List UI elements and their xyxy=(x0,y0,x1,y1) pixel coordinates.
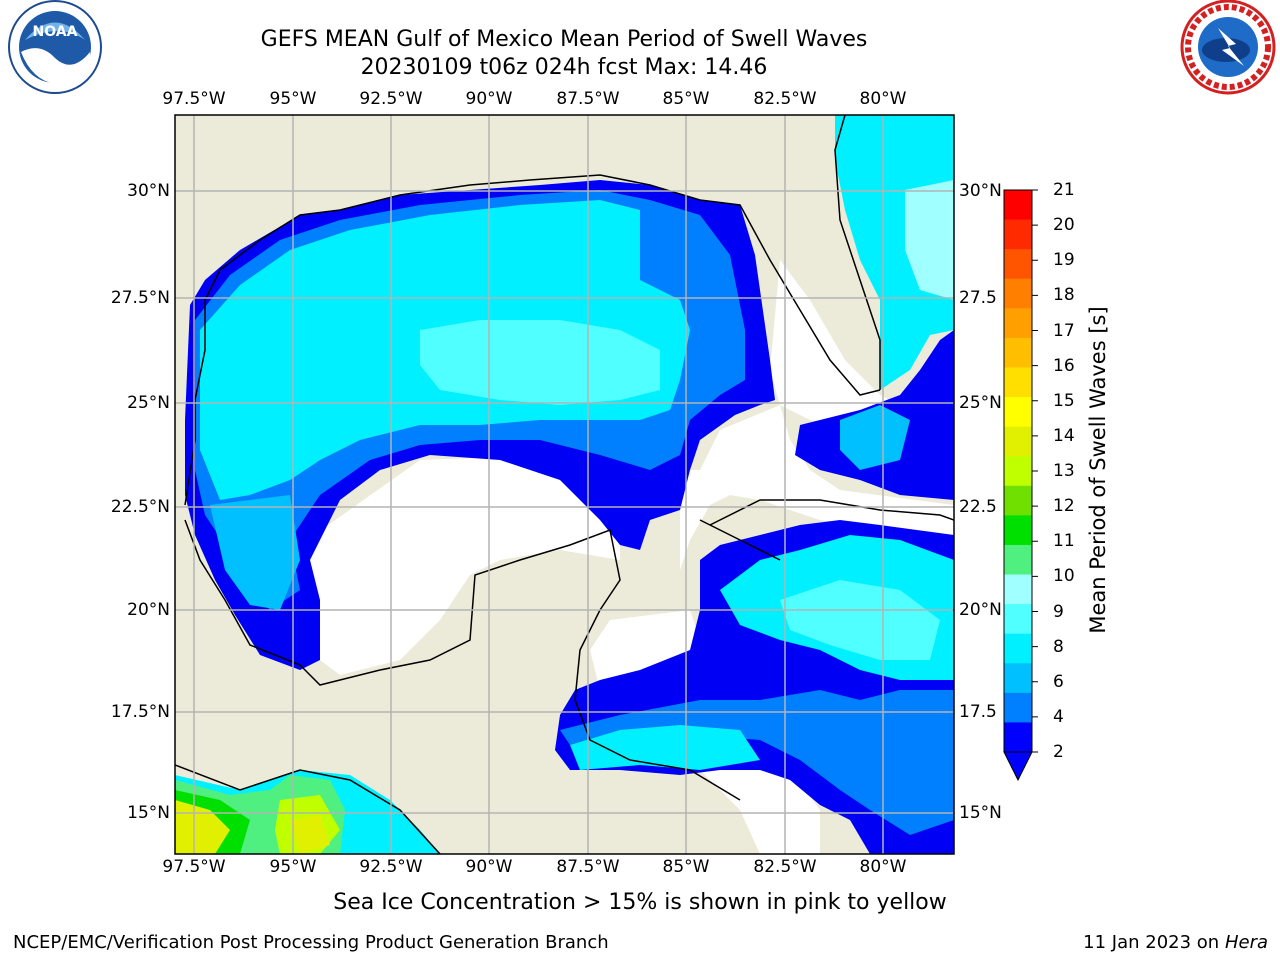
colorbar-band xyxy=(1004,456,1032,487)
colorbar-band xyxy=(1004,633,1032,664)
colorbar-label: Mean Period of Swell Waves [s] xyxy=(1086,306,1110,634)
map-border xyxy=(174,114,955,855)
colorbar-tick-label: 21 xyxy=(1053,180,1075,200)
lat-label-right: 22.5 xyxy=(959,497,997,517)
lon-label-bottom: 97.5°W xyxy=(162,857,226,877)
colorbar-tick-label: 2 xyxy=(1053,742,1064,762)
colorbar-band xyxy=(1004,219,1032,250)
colorbar-band xyxy=(1004,544,1032,576)
lon-label-top: 80°W xyxy=(859,89,907,109)
footer-host: Hera xyxy=(1224,932,1268,953)
lat-label-left: 25°N xyxy=(127,393,170,413)
lat-label-left: 17.5°N xyxy=(110,702,170,722)
colorbar-band xyxy=(1004,337,1032,368)
lat-label-left: 20°N xyxy=(127,600,170,620)
colorbar-band xyxy=(1004,426,1032,457)
colorbar-tick-label: 8 xyxy=(1053,636,1064,657)
nws-logo xyxy=(1180,0,1276,95)
lon-label-top: 90°W xyxy=(465,89,513,109)
lon-label-bottom: 80°W xyxy=(859,857,907,877)
colorbar-tick-label: 4 xyxy=(1053,706,1064,727)
colorbar-band xyxy=(1004,574,1032,605)
footer-date: 11 Jan 2023 on Hera xyxy=(1083,932,1268,953)
colorbar-band xyxy=(1004,397,1032,428)
map-area xyxy=(175,115,954,854)
lat-label-right: 15°N xyxy=(959,803,1002,823)
lon-label-top: 82.5°W xyxy=(753,89,817,109)
colorbar-tick-label: 16 xyxy=(1053,355,1075,376)
colorbar-band xyxy=(1004,515,1032,546)
noaa-logo-text: NOAA xyxy=(33,24,78,40)
lon-label-top: 97.5°W xyxy=(162,89,226,109)
coastlines xyxy=(175,115,954,854)
lon-label-bottom: 82.5°W xyxy=(753,857,817,877)
footer-date-text: 11 Jan 2023 on xyxy=(1083,932,1225,953)
colorbar-tick-label: 20 xyxy=(1053,215,1075,236)
lon-label-top: 85°W xyxy=(662,89,710,109)
colorbar-extend-arrow xyxy=(1003,751,1033,782)
colorbar-tick-label: 10 xyxy=(1053,566,1075,587)
lon-label-top: 95°W xyxy=(269,89,317,109)
lat-label-right: 20°N xyxy=(959,600,1002,620)
colorbar-band xyxy=(1004,249,1032,280)
colorbar-band xyxy=(1004,278,1032,309)
colorbar-band xyxy=(1004,663,1032,694)
lon-label-top: 87.5°W xyxy=(556,89,620,109)
lon-label-bottom: 92.5°W xyxy=(359,857,423,877)
colorbar-band xyxy=(1004,190,1032,221)
lat-label-right: 30°N xyxy=(959,181,1002,201)
colorbar-tick-label: 13 xyxy=(1053,461,1075,481)
lat-label-left: 30°N xyxy=(127,181,170,201)
lat-label-left: 22.5°N xyxy=(110,497,170,517)
noaa-logo: NOAA xyxy=(8,0,102,94)
colorbar-tick-label: 12 xyxy=(1053,496,1075,517)
colorbar-tick-label: 17 xyxy=(1053,320,1075,341)
sea-ice-note: Sea Ice Concentration > 15% is shown in … xyxy=(333,890,947,915)
lat-label-left: 27.5°N xyxy=(110,288,170,308)
colorbar-tick-label: 6 xyxy=(1053,671,1064,692)
colorbar-tick-label: 9 xyxy=(1053,601,1064,622)
colorbar-tick-label: 14 xyxy=(1053,425,1075,446)
map-grid xyxy=(175,115,954,854)
chart-subtitle: 20230109 t06z 024h fcst Max: 14.46 xyxy=(360,55,768,80)
lon-label-bottom: 95°W xyxy=(269,857,317,877)
lat-label-right: 27.5 xyxy=(959,288,997,308)
colorbar-tick-label: 15 xyxy=(1053,390,1075,411)
colorbar-band xyxy=(1004,485,1032,516)
lon-label-bottom: 90°W xyxy=(465,857,513,877)
colorbar-tick-label: 18 xyxy=(1053,285,1075,306)
footer-credit: NCEP/EMC/Verification Post Processing Pr… xyxy=(13,932,609,953)
lat-label-right: 17.5 xyxy=(959,702,997,722)
colorbar xyxy=(1003,189,1038,782)
colorbar-band xyxy=(1004,604,1032,635)
lon-label-bottom: 85°W xyxy=(662,857,710,877)
colorbar-band xyxy=(1004,722,1032,753)
colorbar-band xyxy=(1004,308,1032,339)
lat-label-left: 15°N xyxy=(127,803,170,823)
colorbar-tick-label: 19 xyxy=(1053,250,1075,271)
lon-label-top: 92.5°W xyxy=(359,89,423,109)
lon-label-bottom: 87.5°W xyxy=(556,857,620,877)
chart-title: GEFS MEAN Gulf of Mexico Mean Period of … xyxy=(260,27,868,52)
colorbar-band xyxy=(1004,367,1032,398)
lat-label-right: 25°N xyxy=(959,393,1002,413)
colorbar-band xyxy=(1004,692,1032,723)
colorbar-tick-label: 11 xyxy=(1053,531,1075,552)
